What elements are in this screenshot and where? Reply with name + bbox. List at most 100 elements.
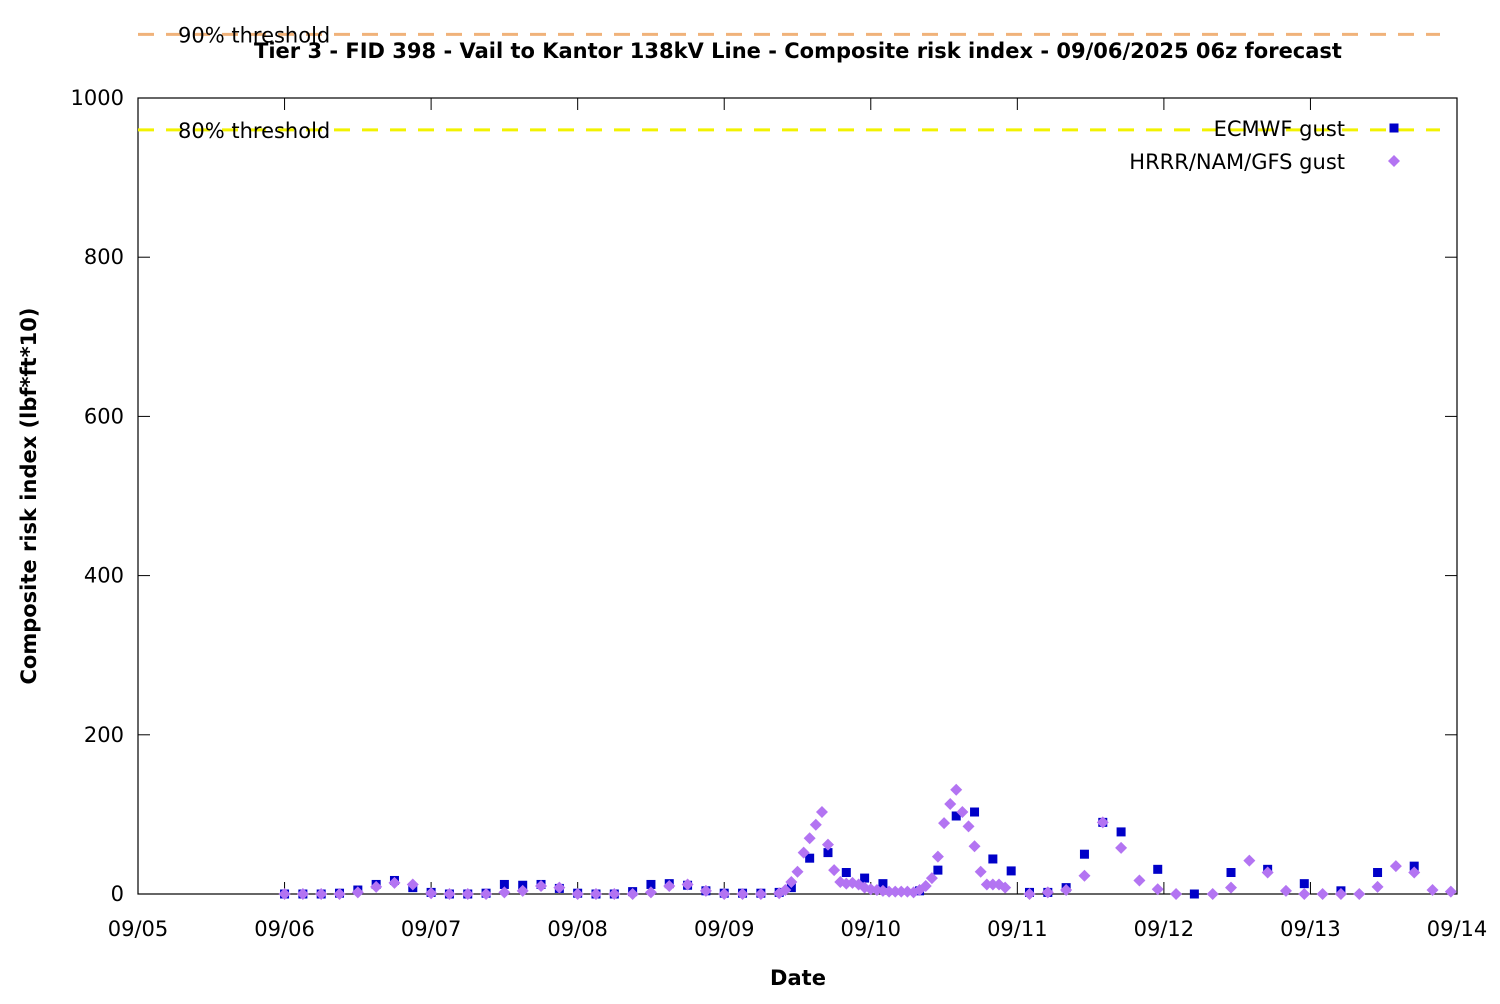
legend-marker	[1389, 123, 1399, 133]
point	[878, 879, 888, 889]
point	[535, 880, 548, 893]
y-tick-label: 800	[84, 245, 124, 269]
threshold-label: 80% threshold	[178, 119, 330, 143]
legend-label: HRRR/NAM/GFS gust	[1129, 150, 1345, 174]
point	[895, 885, 908, 898]
point	[315, 888, 328, 900]
legend-label: ECMWF gust	[1214, 117, 1345, 141]
point	[841, 868, 851, 878]
point	[1151, 883, 1164, 896]
point	[779, 884, 792, 897]
point	[791, 865, 804, 878]
point	[1334, 888, 1347, 900]
point	[933, 865, 943, 875]
point	[681, 878, 694, 891]
point	[1170, 888, 1183, 900]
point	[1444, 885, 1457, 898]
point	[370, 880, 383, 893]
point	[553, 881, 566, 894]
point	[736, 888, 749, 900]
x-tick-label: 09/10	[841, 917, 902, 941]
point	[1225, 881, 1238, 894]
point	[480, 888, 493, 900]
point	[1243, 854, 1256, 867]
point	[1096, 816, 1109, 829]
x-tick-label: 09/11	[987, 917, 1048, 941]
point	[1006, 866, 1016, 876]
point	[1261, 866, 1274, 879]
point	[944, 798, 957, 811]
chart-title: Tier 3 - FID 398 - Vail to Kantor 138kV …	[254, 39, 1342, 63]
x-tick-label: 09/05	[108, 917, 169, 941]
point	[1373, 868, 1383, 878]
point	[1153, 864, 1163, 874]
point	[1078, 869, 1091, 882]
point	[1353, 888, 1366, 900]
legend-marker	[1388, 155, 1400, 167]
point	[815, 806, 828, 819]
point	[1316, 888, 1329, 900]
point	[925, 872, 938, 885]
x-axis-label: Date	[770, 966, 826, 990]
y-tick-label: 400	[84, 564, 124, 588]
y-tick-label: 0	[111, 882, 124, 906]
point	[883, 885, 896, 898]
point	[406, 878, 419, 891]
point	[278, 888, 291, 900]
point	[999, 881, 1012, 894]
point	[1226, 868, 1236, 878]
point	[644, 886, 657, 899]
point	[821, 838, 834, 851]
point	[974, 865, 987, 878]
point	[968, 840, 981, 853]
point	[1279, 884, 1292, 897]
point	[663, 880, 676, 893]
point	[988, 854, 998, 864]
point	[962, 820, 975, 833]
y-tick-label: 600	[84, 404, 124, 428]
point	[1115, 841, 1128, 854]
point	[571, 888, 584, 900]
point	[699, 884, 712, 897]
point	[754, 888, 767, 900]
point	[919, 880, 932, 893]
y-tick-label: 200	[84, 723, 124, 747]
point	[1426, 884, 1439, 897]
x-tick-label: 09/14	[1427, 917, 1488, 941]
point	[823, 848, 833, 858]
point	[1041, 886, 1054, 899]
point	[803, 832, 816, 845]
x-tick-label: 09/12	[1134, 917, 1195, 941]
point	[986, 878, 999, 891]
point	[1389, 860, 1402, 873]
point	[516, 884, 529, 897]
point	[938, 817, 951, 830]
point	[498, 886, 511, 899]
point	[608, 888, 621, 900]
point	[970, 807, 980, 817]
point	[1189, 889, 1199, 899]
point	[860, 873, 870, 883]
point	[296, 888, 309, 900]
x-tick-label: 09/07	[401, 917, 462, 941]
point	[809, 818, 822, 831]
point	[1409, 861, 1419, 871]
point	[956, 806, 969, 819]
point	[828, 864, 841, 877]
point	[425, 887, 438, 900]
point	[626, 888, 639, 900]
x-tick-label: 09/08	[547, 917, 608, 941]
point	[351, 886, 364, 899]
point	[461, 888, 474, 900]
point	[951, 811, 961, 821]
point	[931, 850, 944, 863]
point	[1408, 866, 1421, 879]
point	[1023, 888, 1036, 900]
point	[718, 888, 731, 900]
x-tick-label: 09/09	[694, 917, 755, 941]
point	[1133, 874, 1146, 887]
point	[785, 876, 798, 889]
point	[1299, 879, 1309, 889]
point	[1079, 849, 1089, 859]
